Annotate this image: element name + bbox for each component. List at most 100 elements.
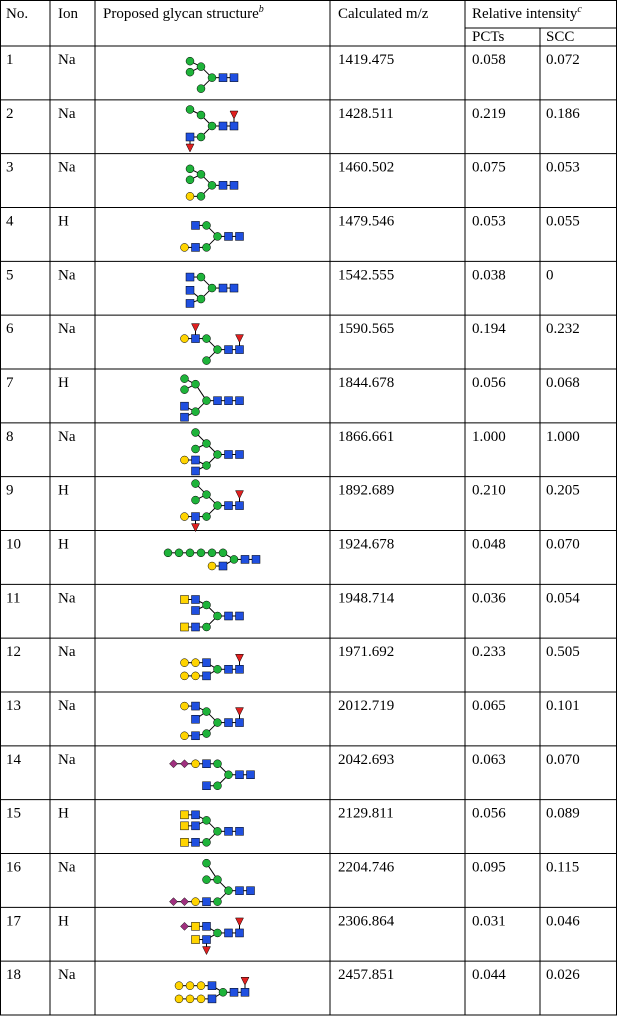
glycan-residue bbox=[235, 827, 244, 836]
glycan-structure bbox=[180, 323, 244, 365]
glycan-residue bbox=[169, 897, 178, 907]
table-cell: 9 bbox=[6, 483, 14, 499]
glycan-residue bbox=[191, 428, 200, 437]
glycan-residue bbox=[202, 396, 211, 405]
glycan-structure bbox=[169, 759, 255, 790]
table-cell: 1542.555 bbox=[338, 267, 394, 283]
glycan-residue bbox=[174, 548, 184, 558]
table-cell: 0.053 bbox=[472, 214, 506, 230]
table-cell: 1479.546 bbox=[338, 214, 395, 230]
glycan-residue bbox=[224, 665, 233, 674]
glycan-residue bbox=[180, 334, 189, 343]
table-cell: 0.101 bbox=[546, 698, 580, 714]
table-cell: 0.070 bbox=[546, 537, 580, 553]
glycan-residue bbox=[224, 345, 233, 354]
glycan-structure bbox=[185, 272, 239, 308]
table-cell: 2 bbox=[6, 106, 14, 122]
table-cell: 0.219 bbox=[472, 106, 506, 122]
glycan-residue bbox=[235, 232, 244, 241]
table-cell: 0.055 bbox=[546, 214, 580, 230]
glycan-residue bbox=[229, 110, 239, 120]
table-cell: 0.056 bbox=[472, 375, 506, 391]
glycan-residue bbox=[191, 606, 200, 615]
glycan-residue bbox=[196, 272, 206, 282]
table-cell: Na bbox=[58, 752, 76, 768]
glycan-residue bbox=[224, 827, 233, 836]
glycan-residue bbox=[213, 928, 222, 938]
glycan-residue bbox=[235, 886, 244, 895]
glycan-residue bbox=[207, 548, 217, 558]
table-cell: 16 bbox=[6, 860, 22, 876]
glycan-residue bbox=[180, 412, 189, 422]
table-cell: 8 bbox=[6, 429, 14, 445]
table-cell: 13 bbox=[6, 698, 21, 714]
glycan-residue bbox=[163, 548, 173, 558]
glycan-residue bbox=[191, 323, 200, 333]
glycan-residue bbox=[213, 345, 222, 354]
glycan-residue bbox=[202, 356, 211, 365]
glycan-residue bbox=[185, 272, 195, 282]
glycan-structure bbox=[174, 977, 250, 1004]
table-cell: 0.115 bbox=[546, 860, 579, 876]
glycan-residue bbox=[224, 718, 233, 727]
glycan-residue bbox=[191, 622, 200, 632]
header-no: No. bbox=[6, 6, 28, 22]
header-structure: Proposed glycan structureb bbox=[103, 4, 264, 22]
table-cell: Na bbox=[58, 267, 76, 283]
glycan-residue bbox=[196, 132, 206, 142]
glycan-structure bbox=[180, 595, 244, 632]
glycan-structure bbox=[169, 858, 255, 907]
table-cell: 0.089 bbox=[546, 806, 580, 822]
glycan-residue bbox=[218, 561, 228, 571]
glycan-residue bbox=[207, 561, 217, 571]
glycan-residue bbox=[235, 654, 244, 663]
table-cell: 18 bbox=[6, 967, 21, 983]
table-cell: 0.048 bbox=[472, 537, 506, 553]
table-cell: 0.058 bbox=[472, 52, 506, 68]
glycan-residue bbox=[196, 981, 206, 990]
glycan-residue bbox=[202, 858, 211, 868]
table-cell: 2129.811 bbox=[338, 806, 394, 822]
table-cell: 1892.689 bbox=[338, 483, 394, 499]
table-cell: Na bbox=[58, 52, 76, 68]
glycan-residue bbox=[224, 886, 233, 895]
table-cell: 3 bbox=[6, 160, 14, 176]
table-cell: 1844.678 bbox=[338, 375, 394, 391]
glycan-residue bbox=[169, 759, 178, 769]
table-cell: 0.056 bbox=[472, 806, 506, 822]
glycan-residue bbox=[191, 479, 200, 488]
glycan-residue bbox=[202, 935, 211, 944]
glycan-residue bbox=[180, 810, 189, 820]
table-cell: 2012.719 bbox=[338, 698, 394, 714]
table-cell: Na bbox=[58, 160, 76, 176]
glycan-residue bbox=[180, 838, 189, 847]
glycan-residue bbox=[229, 283, 239, 293]
table-cell: Na bbox=[58, 698, 76, 714]
glycan-residue bbox=[185, 132, 195, 142]
glycan-residue bbox=[191, 466, 200, 476]
glycan-residue bbox=[235, 450, 244, 459]
glycan-residue bbox=[207, 283, 217, 293]
glycan-residue bbox=[196, 84, 206, 93]
glycan-structure bbox=[180, 917, 244, 956]
glycan-residue bbox=[191, 595, 200, 604]
glycan-residue bbox=[191, 821, 200, 831]
table-cell: 0.031 bbox=[472, 913, 506, 929]
table-cell: 17 bbox=[6, 913, 22, 929]
glycan-structure bbox=[185, 164, 239, 201]
glycan-structure bbox=[180, 810, 244, 847]
glycan-residue bbox=[218, 181, 228, 190]
table-cell: 0.038 bbox=[472, 267, 506, 283]
glycan-structure bbox=[180, 428, 244, 476]
glycan-residue bbox=[174, 994, 184, 1004]
table-cell: 0 bbox=[546, 267, 554, 283]
table-cell: 1419.475 bbox=[338, 52, 394, 68]
glycan-residue bbox=[251, 555, 261, 564]
glycan-residue bbox=[185, 143, 195, 153]
table-cell: 0.054 bbox=[546, 590, 580, 606]
glycan-residue bbox=[191, 759, 200, 768]
glycan-residue bbox=[185, 56, 195, 66]
table-cell: 0.233 bbox=[472, 644, 506, 660]
table-cell: 5 bbox=[6, 267, 14, 283]
